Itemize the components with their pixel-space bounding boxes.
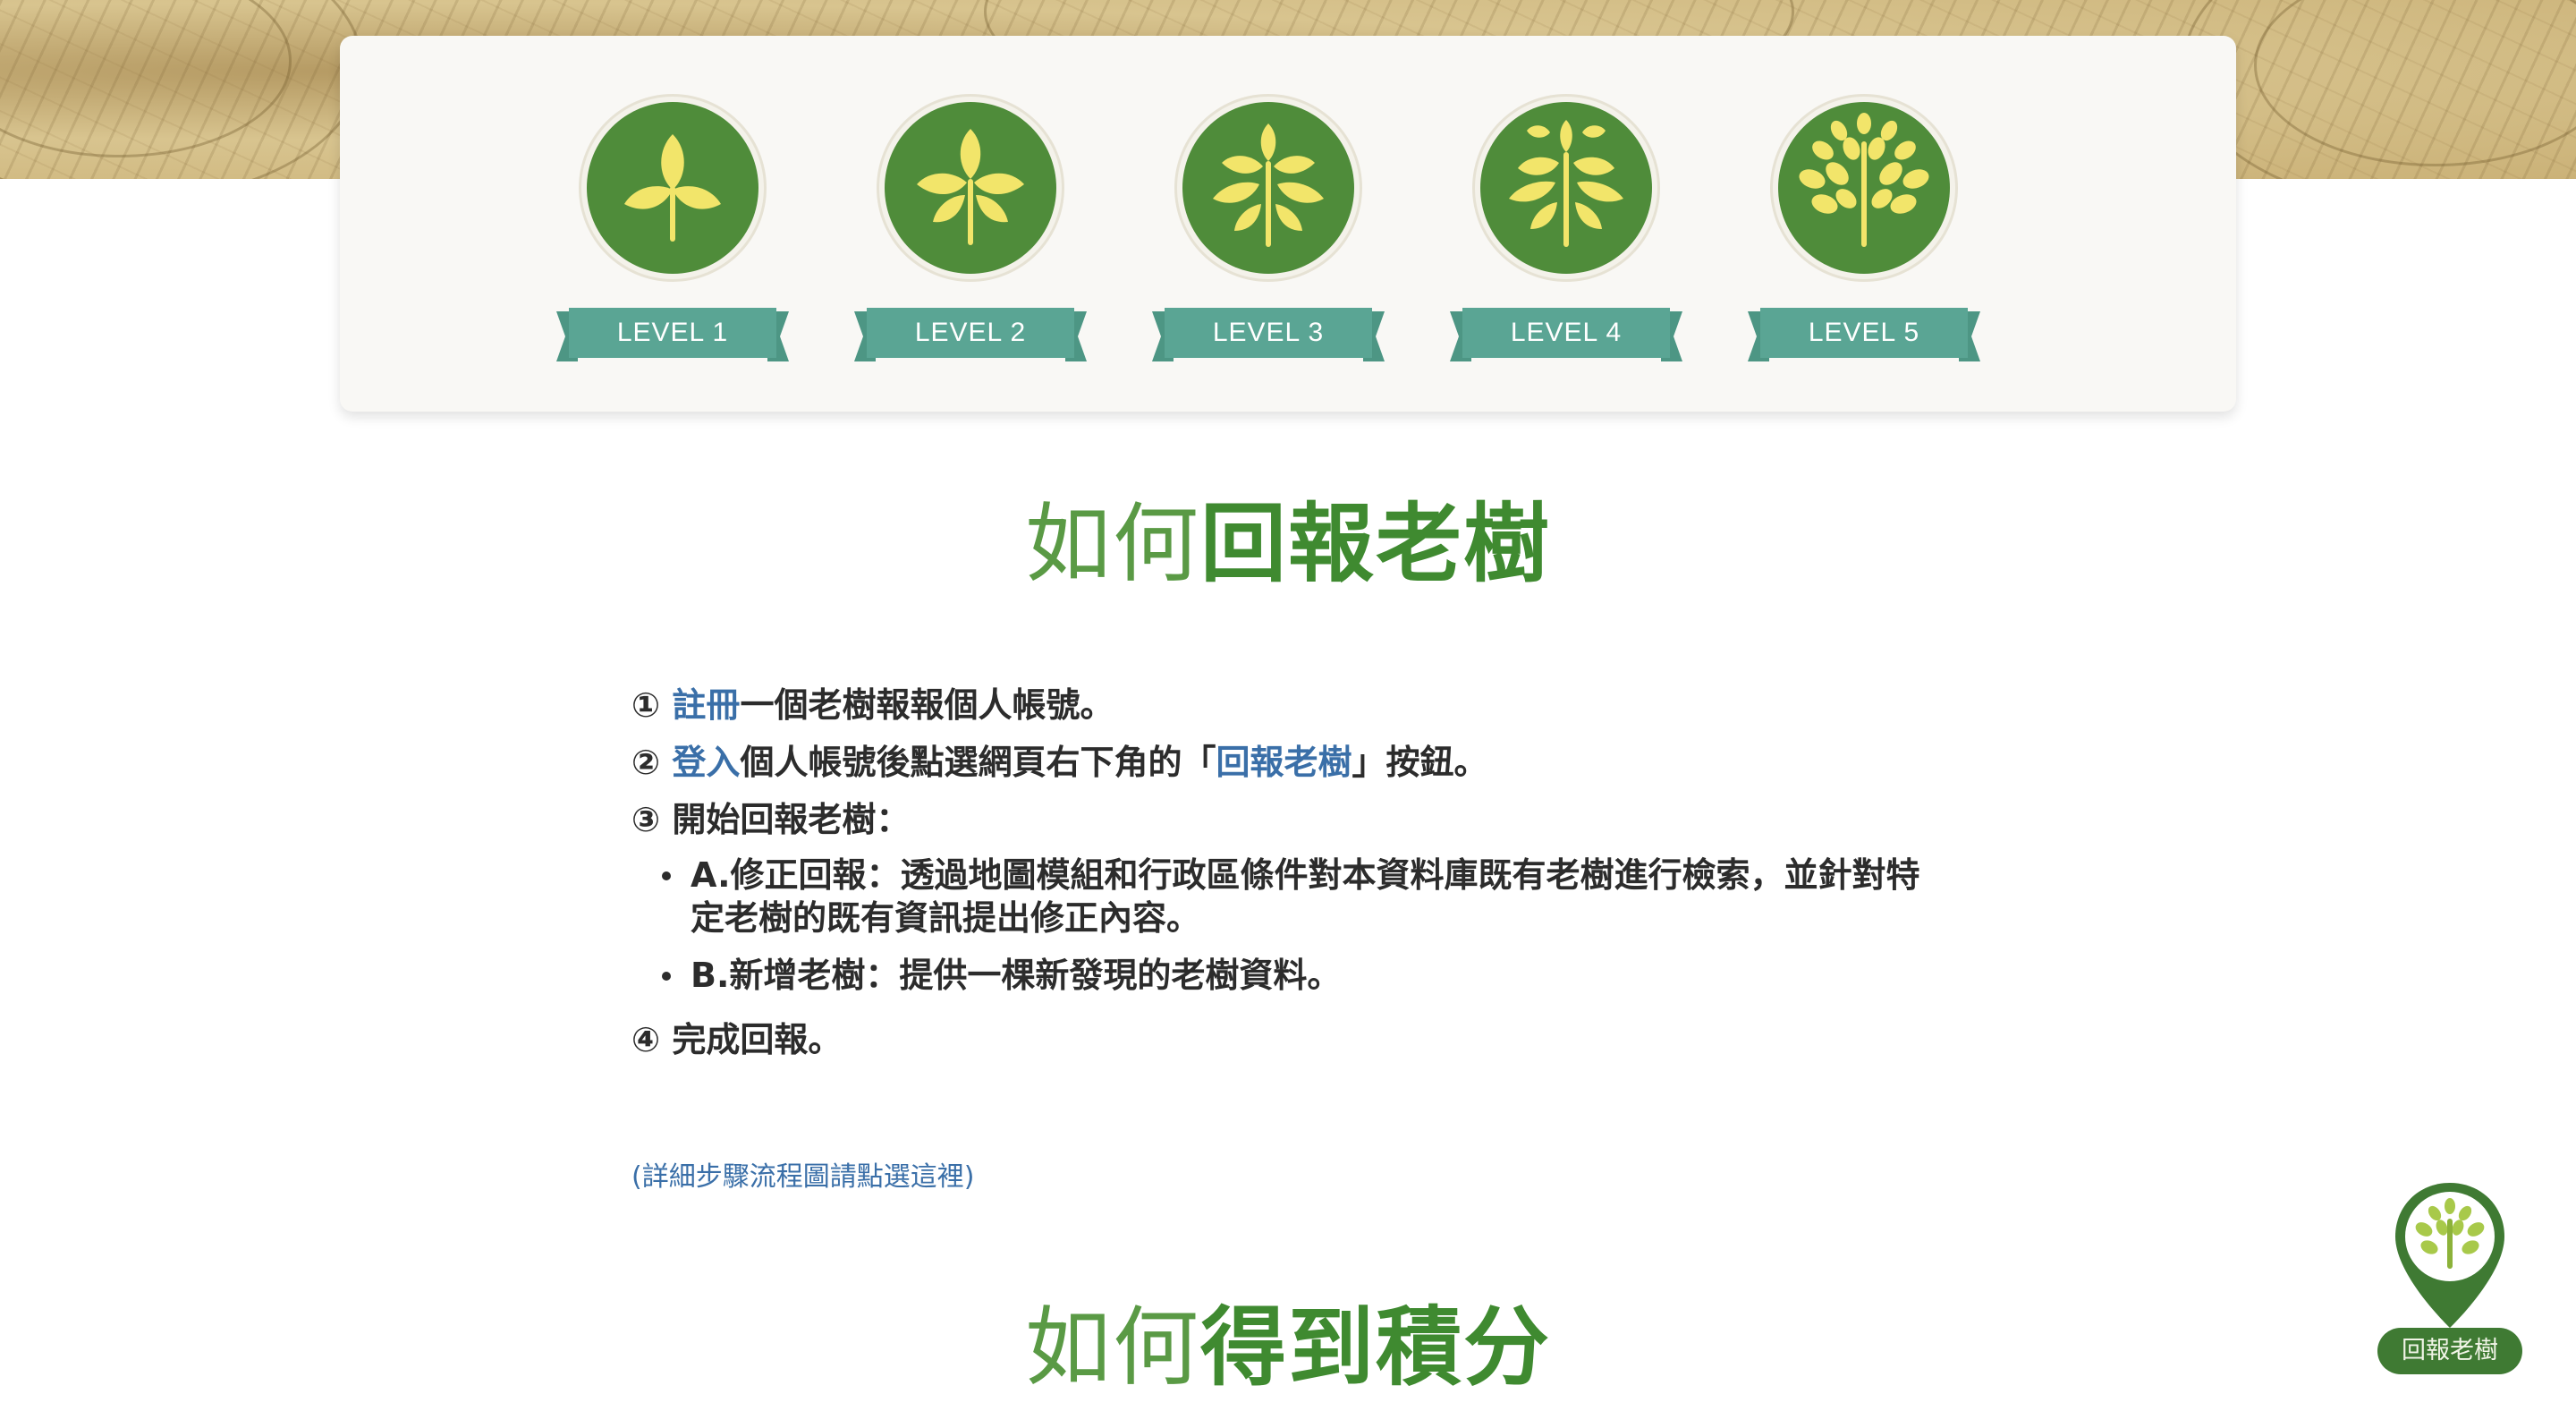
tree-level-4-icon	[1475, 97, 1657, 279]
level-ribbon: LEVEL 4	[1450, 308, 1682, 365]
step-number: ①	[631, 685, 661, 725]
step-2: ② 登入個人帳號後點選網頁右下角的「回報老樹」按鈕。	[631, 734, 1973, 791]
step-text: 」按鈕。	[1352, 743, 1488, 782]
login-link[interactable]: 登入	[672, 743, 741, 782]
register-link[interactable]: 註冊	[672, 685, 741, 725]
level-label: LEVEL 3	[1212, 318, 1325, 347]
report-section-title: 如何回報老樹	[0, 490, 2576, 598]
level-label: LEVEL 5	[1808, 318, 1920, 347]
level-item-5: LEVEL 5	[1748, 97, 1980, 401]
title-emphasis: 得到積分	[1200, 1297, 1551, 1398]
step-text: 個人帳號後點選網頁右下角的「	[740, 743, 1216, 782]
level-card: LEVEL 1 LEVEL 2	[340, 36, 2236, 412]
level-label: LEVEL 4	[1510, 318, 1623, 347]
floating-report-button[interactable]: 回報老樹	[2374, 1179, 2526, 1378]
step-number: ③	[631, 800, 661, 839]
tree-level-5-icon	[1773, 97, 1955, 279]
tree-level-1-icon	[581, 97, 764, 279]
step-number: ②	[631, 743, 661, 782]
report-tree-link[interactable]: 回報老樹	[1216, 743, 1352, 782]
step-1: ① 註冊一個老樹報報個人帳號。	[631, 676, 1973, 734]
bullet-item: B.新增老樹：提供一棵新發現的老樹資料。	[631, 954, 1946, 997]
level-label: LEVEL 2	[914, 318, 1027, 347]
bullet-text: B.新增老樹：提供一棵新發現的老樹資料。	[691, 956, 1342, 995]
title-prefix: 如何	[1025, 494, 1200, 594]
level-ribbon: LEVEL 5	[1748, 308, 1980, 365]
step-text: 開始回報老樹：	[672, 800, 911, 839]
bullet-dot	[662, 871, 671, 880]
level-label: LEVEL 1	[616, 318, 729, 347]
level-item-1: LEVEL 1	[556, 97, 789, 401]
detail-flowchart-link[interactable]: (詳細步驟流程圖請點選這裡)	[631, 1161, 975, 1193]
floating-report-label: 回報老樹	[2377, 1328, 2522, 1374]
level-ribbon: LEVEL 1	[556, 308, 789, 365]
step-text: 完成回報。	[672, 1020, 843, 1059]
tree-level-2-icon	[879, 97, 1062, 279]
title-emphasis: 回報老樹	[1200, 494, 1551, 594]
step-3: ③ 開始回報老樹：	[631, 791, 1973, 848]
level-item-2: LEVEL 2	[854, 97, 1087, 401]
step-4: ④ 完成回報。	[631, 1011, 1973, 1068]
title-prefix: 如何	[1025, 1297, 1200, 1398]
report-steps: ① 註冊一個老樹報報個人帳號。 ② 登入個人帳號後點選網頁右下角的「回報老樹」按…	[631, 676, 1973, 1068]
level-ribbon: LEVEL 2	[854, 308, 1087, 365]
points-section-title: 如何得到積分	[0, 1294, 2576, 1401]
step-3-bullets: A.修正回報：透過地圖模組和行政區條件對本資料庫既有老樹進行檢索，並針對特定老樹…	[631, 854, 1946, 997]
level-ribbon: LEVEL 3	[1152, 308, 1385, 365]
step-text: 一個老樹報報個人帳號。	[740, 685, 1114, 725]
step-number: ④	[631, 1020, 661, 1059]
bullet-text: A.修正回報：透過地圖模組和行政區條件對本資料庫既有老樹進行檢索，並針對特定老樹…	[691, 855, 1920, 938]
bullet-dot	[662, 972, 671, 981]
bullet-item: A.修正回報：透過地圖模組和行政區條件對本資料庫既有老樹進行檢索，並針對特定老樹…	[631, 854, 1943, 939]
level-item-3: LEVEL 3	[1152, 97, 1385, 401]
tree-pin-icon	[2392, 1179, 2508, 1331]
level-item-4: LEVEL 4	[1450, 97, 1682, 401]
tree-level-3-icon	[1177, 97, 1360, 279]
